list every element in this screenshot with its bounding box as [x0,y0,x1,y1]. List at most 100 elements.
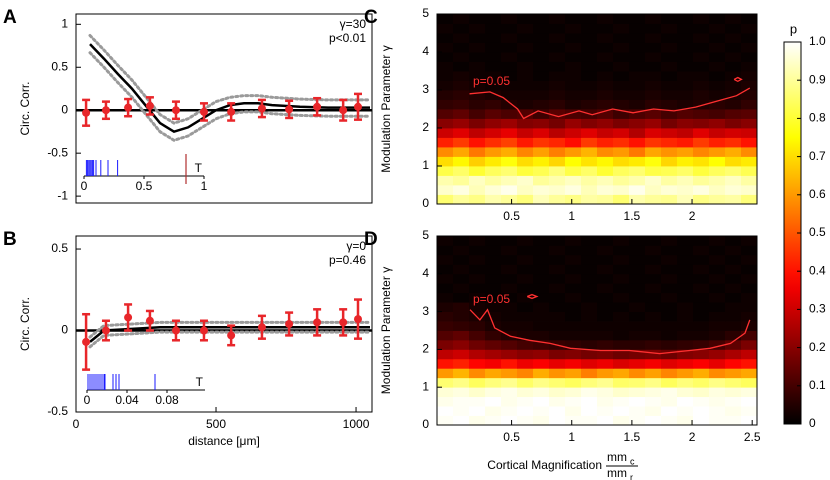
heat-cell [629,128,646,138]
heat-cell [469,321,486,331]
heat-cell [549,23,566,34]
heat-cell [629,330,646,341]
heat-cell [677,33,694,43]
panel-letter: A [3,7,17,28]
heat-cell [725,264,742,275]
heat-cell [693,185,710,195]
heat-cell [597,194,614,205]
data-point [171,106,180,115]
heat-cell [437,396,454,407]
data-point [101,106,110,115]
heat-cell [581,396,598,407]
colorbar-tick-label: 0.3 [809,302,826,316]
heat-cell [725,273,742,284]
heat-cell [661,406,678,416]
heat-cell [549,292,566,303]
heat-cell [517,377,534,388]
heat-cell [533,185,550,195]
heat-cell [645,23,662,34]
y-tick-label: 0 [61,102,68,116]
heat-cell [517,321,534,331]
heat-cell [709,254,726,265]
heat-cell [677,61,694,72]
heat-cell [565,194,582,205]
heat-cell [725,23,742,34]
y-tick-label: 5 [422,6,429,20]
heat-cell [677,109,694,119]
heat-cell [613,137,630,148]
heat-cell [485,194,502,205]
heat-cell [613,406,630,416]
heat-cell [741,330,758,341]
heat-cell [453,368,470,379]
heat-cell [693,396,710,407]
heat-cell [501,23,518,34]
panel-letter: C [364,7,378,28]
heat-cell [709,175,726,186]
heat-cell [741,99,758,110]
heat-cell [485,339,502,350]
fraction-subscript: c [630,456,635,466]
heat-cell [613,339,630,350]
heat-cell [725,245,742,256]
heat-cell [533,368,550,379]
heat-cell [533,330,550,341]
heat-cell [501,61,518,72]
heat-cell [437,137,454,148]
heat-cell [725,415,742,426]
data-point [82,337,91,346]
heat-cell [629,283,646,294]
heat-cell [709,147,726,157]
heat-cell [501,406,518,416]
heat-cell [741,128,758,138]
heat-cell [725,109,742,119]
heat-cell [437,42,454,53]
heat-cell [453,128,470,138]
heat-cell [437,339,454,350]
heat-cell [549,185,566,195]
heat-cell [437,273,454,284]
heat-cell [517,128,534,138]
heat-cell [693,236,710,246]
heat-cell [581,156,598,167]
heat-cell [549,406,566,416]
heat-cell [549,245,566,256]
heat-cell [549,137,566,148]
heat-cell [693,14,710,24]
heat-cell [581,349,598,360]
heat-cell [453,273,470,284]
heat-cell [485,245,502,256]
heat-cell [741,339,758,350]
heat-cell [613,42,630,53]
heat-cell [661,61,678,72]
heat-cell [597,236,614,246]
heat-cell [453,156,470,167]
heat-cell [725,292,742,303]
heat-cell [677,245,694,256]
heat-cell [453,302,470,312]
heat-cell [709,128,726,138]
heat-cell [453,264,470,275]
heat-cell [517,156,534,167]
heat-cell [725,80,742,91]
contour-line [469,76,751,120]
heat-cell [741,406,758,416]
heat-cell [549,283,566,294]
heat-cell [661,71,678,81]
heat-cell [709,377,726,388]
heat-cell [645,349,662,360]
heat-cell [725,358,742,369]
heat-cell [613,128,630,138]
heat-cell [661,330,678,341]
heat-cell [581,302,598,312]
heat-cell [709,23,726,34]
heat-cell [501,245,518,256]
heat-cell [709,166,726,176]
heat-cell [501,273,518,284]
heat-cell [693,90,710,100]
heat-cell [565,254,582,265]
heat-cell [677,368,694,379]
heat-cell [597,14,614,24]
colorbar-tick-label: 0.4 [809,263,826,277]
heat-cell [597,349,614,360]
